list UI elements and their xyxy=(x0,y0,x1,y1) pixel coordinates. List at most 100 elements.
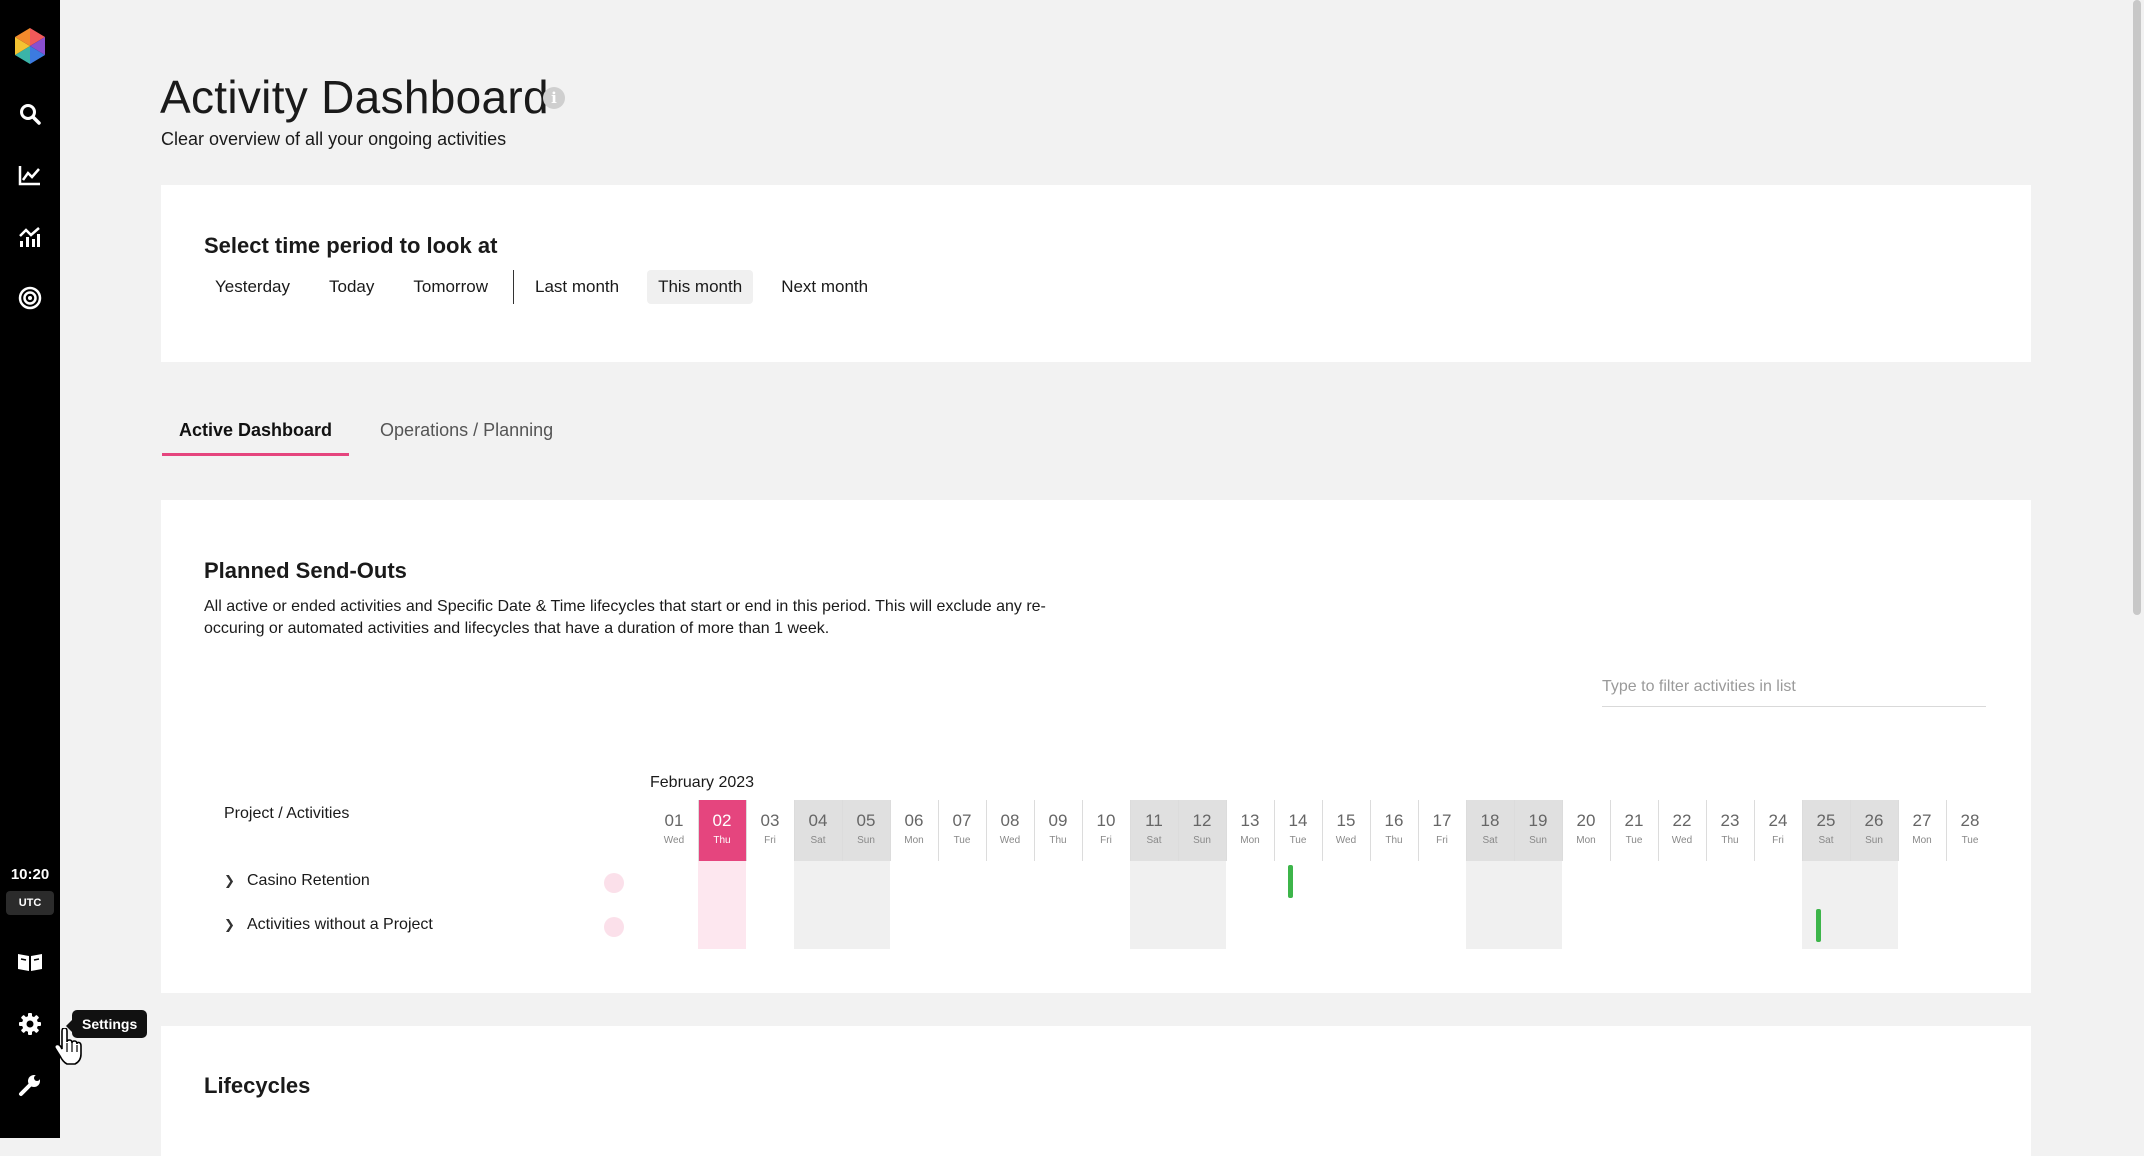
day-header: 03 Fri xyxy=(746,800,794,861)
row-status-dot xyxy=(604,917,624,937)
day-header: 13 Mon xyxy=(1226,800,1274,861)
chevron-right-icon: ❯ xyxy=(224,917,235,932)
day-separator xyxy=(1658,800,1659,861)
day-number: 02 xyxy=(712,811,732,830)
period-divider xyxy=(512,270,514,304)
day-name: Fri xyxy=(764,835,776,846)
period-this-month-button[interactable]: This month xyxy=(647,270,754,304)
period-next-month-button[interactable]: Next month xyxy=(781,277,869,296)
line-chart-icon[interactable] xyxy=(15,160,45,190)
day-column-14: 14 Tue xyxy=(1274,800,1322,949)
hand-cursor-icon xyxy=(53,1027,84,1071)
chevron-right-icon: ❯ xyxy=(224,873,235,888)
day-name: Sat xyxy=(1818,835,1834,846)
day-separator xyxy=(1946,800,1947,861)
day-name: Mon xyxy=(1240,835,1260,846)
day-number: 19 xyxy=(1528,811,1548,830)
day-number: 12 xyxy=(1192,811,1212,830)
day-header: 16 Thu xyxy=(1370,800,1418,861)
info-icon[interactable]: i xyxy=(543,87,565,109)
day-separator xyxy=(842,800,843,861)
day-number: 10 xyxy=(1096,811,1116,830)
day-column-08: 08 Wed xyxy=(986,800,1034,949)
day-name: Sun xyxy=(857,835,875,846)
day-column-15: 15 Wed xyxy=(1322,800,1370,949)
project-row-label: Activities without a Project xyxy=(247,916,433,933)
scrollbar-thumb[interactable] xyxy=(2133,0,2141,615)
calendar-month-label: February 2023 xyxy=(650,774,755,791)
day-column-10: 10 Fri xyxy=(1082,800,1130,949)
day-header: 14 Tue xyxy=(1274,800,1322,861)
planned-sendouts-card: Planned Send-Outs All active or ended ac… xyxy=(161,500,2031,993)
day-header: 02 Thu xyxy=(698,800,746,861)
day-number: 07 xyxy=(952,811,972,830)
day-header: 27 Mon xyxy=(1898,800,1946,861)
day-header: 06 Mon xyxy=(890,800,938,861)
day-header: 25 Sat xyxy=(1802,800,1850,861)
day-header: 19 Sun xyxy=(1514,800,1562,861)
day-separator xyxy=(1466,800,1467,861)
tab-active-dashboard[interactable]: Active Dashboard xyxy=(162,414,350,456)
day-name: Sun xyxy=(1193,835,1211,846)
day-number: 01 xyxy=(664,811,684,830)
page-subtitle: Clear overview of all your ongoing activ… xyxy=(161,129,507,149)
analytics-icon[interactable] xyxy=(15,222,45,252)
day-separator xyxy=(1274,800,1275,861)
activity-marker[interactable] xyxy=(1288,865,1293,898)
timezone-badge: UTC xyxy=(6,891,54,915)
activity-filter-input[interactable] xyxy=(1602,678,1986,696)
period-last-month-button[interactable]: Last month xyxy=(534,277,620,296)
page-scrollbar[interactable] xyxy=(2130,0,2144,1138)
day-number: 14 xyxy=(1288,811,1308,830)
day-header: 18 Sat xyxy=(1466,800,1514,861)
day-separator xyxy=(1418,800,1419,861)
period-today-button[interactable]: Today xyxy=(328,277,375,296)
day-separator xyxy=(794,800,795,861)
day-name: Wed xyxy=(663,835,685,846)
tab-operations-planning[interactable]: Operations / Planning xyxy=(380,420,554,440)
day-separator xyxy=(746,800,747,861)
day-separator xyxy=(1322,800,1323,861)
day-name: Sat xyxy=(1482,835,1498,846)
gear-icon[interactable] xyxy=(15,1009,45,1039)
project-row-casino-retention[interactable]: ❯ Casino Retention xyxy=(224,872,370,890)
project-row-without-project[interactable]: ❯ Activities without a Project xyxy=(224,916,433,934)
period-tomorrow-button[interactable]: Tomorrow xyxy=(413,277,488,296)
day-separator xyxy=(1610,800,1611,861)
book-icon[interactable] xyxy=(15,947,45,977)
day-column-23: 23 Thu xyxy=(1706,800,1754,949)
day-column-18: 18 Sat xyxy=(1466,800,1514,949)
day-number: 17 xyxy=(1432,811,1452,830)
day-column-12: 12 Sun xyxy=(1178,800,1226,949)
lifecycles-card: Lifecycles xyxy=(161,1026,2031,1156)
target-icon[interactable] xyxy=(15,283,45,313)
day-separator xyxy=(1802,800,1803,861)
logo-icon[interactable] xyxy=(11,27,49,65)
wrench-icon[interactable] xyxy=(15,1070,45,1100)
day-column-26: 26 Sun xyxy=(1850,800,1898,949)
period-yesterday-button[interactable]: Yesterday xyxy=(215,277,290,296)
day-name: Sun xyxy=(1529,835,1547,846)
search-icon[interactable] xyxy=(15,99,45,129)
day-name: Sun xyxy=(1865,835,1883,846)
sidebar: 10:20 UTC xyxy=(0,0,60,1138)
day-number: 28 xyxy=(1960,811,1980,830)
activity-marker[interactable] xyxy=(1816,909,1821,942)
page-title: Activity Dashboard xyxy=(160,71,549,123)
day-separator xyxy=(1226,800,1227,861)
day-column-28: 28 Tue xyxy=(1946,800,1994,949)
day-separator xyxy=(1034,800,1035,861)
planned-sendouts-description: All active or ended activities and Speci… xyxy=(204,598,1046,637)
activity-filter-field xyxy=(1602,678,1986,707)
day-name: Sat xyxy=(1146,835,1162,846)
day-column-06: 06 Mon xyxy=(890,800,938,949)
time-period-card: Select time period to look at Yesterday … xyxy=(161,185,2031,362)
day-separator xyxy=(1754,800,1755,861)
time-period-options: Yesterday Today Tomorrow Last month This… xyxy=(204,269,896,305)
day-column-04: 04 Sat xyxy=(794,800,842,949)
day-header: 12 Sun xyxy=(1178,800,1226,861)
day-header: 01 Wed xyxy=(650,800,698,861)
day-column-09: 09 Thu xyxy=(1034,800,1082,949)
day-name: Wed xyxy=(1671,835,1693,846)
day-name: Thu xyxy=(713,835,731,846)
